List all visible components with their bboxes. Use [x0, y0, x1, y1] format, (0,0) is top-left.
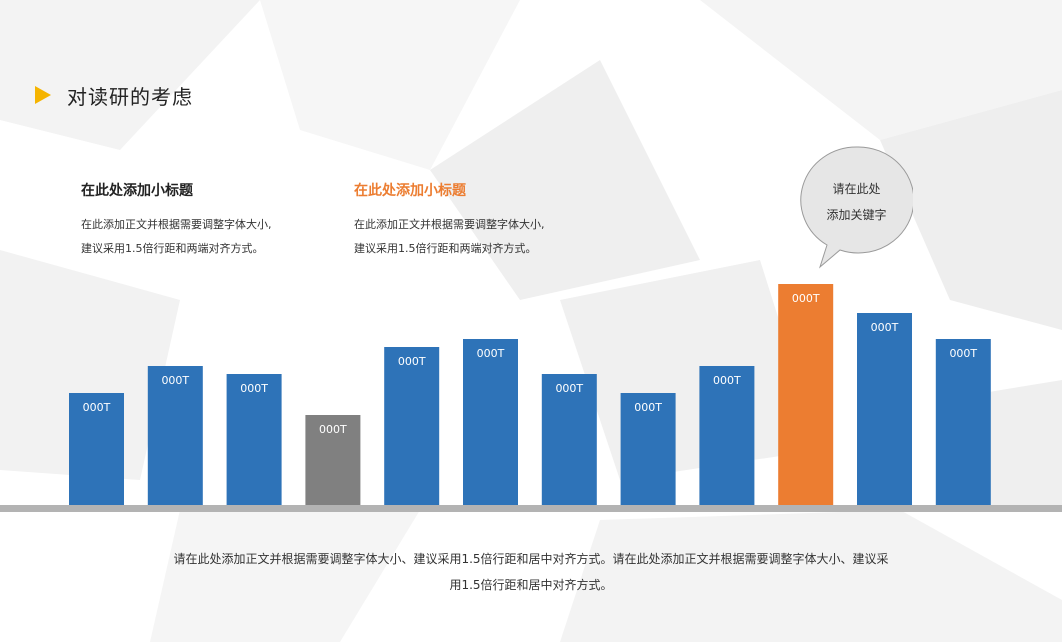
text-block-1: 在此处添加小标题 在此添加正文并根据需要调整字体大小, 建议采用1.5倍行距和两… [81, 180, 381, 261]
footer-line-2: 用1.5倍行距和居中对齐方式。 [449, 578, 613, 592]
bar-1 [69, 393, 124, 505]
bar-6 [463, 339, 518, 505]
bar-9 [699, 366, 755, 505]
block-1-line-2: 建议采用1.5倍行距和两端对齐方式。 [81, 242, 264, 255]
bar-label-3: 000T [240, 382, 268, 395]
block-2-subtitle: 在此处添加小标题 [354, 183, 466, 199]
bar-label-1: 000T [83, 401, 111, 414]
chart-baseline [0, 505, 1062, 512]
footer-text: 请在此处添加正文并根据需要调整字体大小、建议采用1.5倍行距和居中对齐方式。请在… [120, 546, 942, 598]
bar-label-9: 000T [713, 374, 741, 387]
bar-label-11: 000T [871, 321, 899, 334]
text-block-2: 在此处添加小标题 在此添加正文并根据需要调整字体大小, 建议采用1.5倍行距和两… [354, 180, 654, 261]
bar-chart: 000T 000T 000T 000T 000T 000T 000T 000T 000T 000T… [0, 284, 1062, 512]
block-2-line-2: 建议采用1.5倍行距和两端对齐方式。 [354, 242, 537, 255]
bubble-line-2: 添加关键字 [826, 208, 887, 222]
bar-2 [147, 366, 203, 505]
bar-label-2: 000T [161, 374, 189, 387]
bar-label-4: 000T [319, 423, 347, 436]
bubble-line-1: 请在此处 [832, 182, 881, 196]
block-1-subtitle: 在此处添加小标题 [81, 183, 193, 199]
bar-label-7: 000T [555, 382, 583, 395]
bar-11 [857, 313, 912, 505]
bar-12 [935, 339, 991, 505]
bar-8 [620, 393, 676, 505]
block-1-line-1: 在此添加正文并根据需要调整字体大小, [81, 218, 272, 231]
bar-label-5: 000T [398, 355, 426, 368]
footer-line-1: 请在此处添加正文并根据需要调整字体大小、建议采用1.5倍行距和居中对齐方式。请在… [173, 552, 889, 566]
block-1-body: 在此添加正文并根据需要调整字体大小, 建议采用1.5倍行距和两端对齐方式。 [81, 213, 381, 261]
bar-label-8: 000T [634, 401, 662, 414]
bar-10 [778, 284, 834, 505]
block-2-body: 在此添加正文并根据需要调整字体大小, 建议采用1.5倍行距和两端对齐方式。 [354, 213, 654, 261]
bar-5 [384, 347, 440, 505]
block-2-line-1: 在此添加正文并根据需要调整字体大小, [354, 218, 545, 231]
page-title: 对读研的考虑 [67, 85, 193, 109]
bar-7 [541, 374, 597, 505]
bar-3 [226, 374, 282, 505]
bar-4 [305, 415, 361, 505]
bar-label-10: 000T [792, 292, 820, 305]
bar-label-12: 000T [949, 347, 977, 360]
keyword-speech-bubble: 请在此处 添加关键字 [800, 146, 913, 269]
bar-label-6: 000T [477, 347, 505, 360]
bubble-text: 请在此处 添加关键字 [800, 176, 913, 228]
title-arrow-icon [35, 86, 51, 104]
